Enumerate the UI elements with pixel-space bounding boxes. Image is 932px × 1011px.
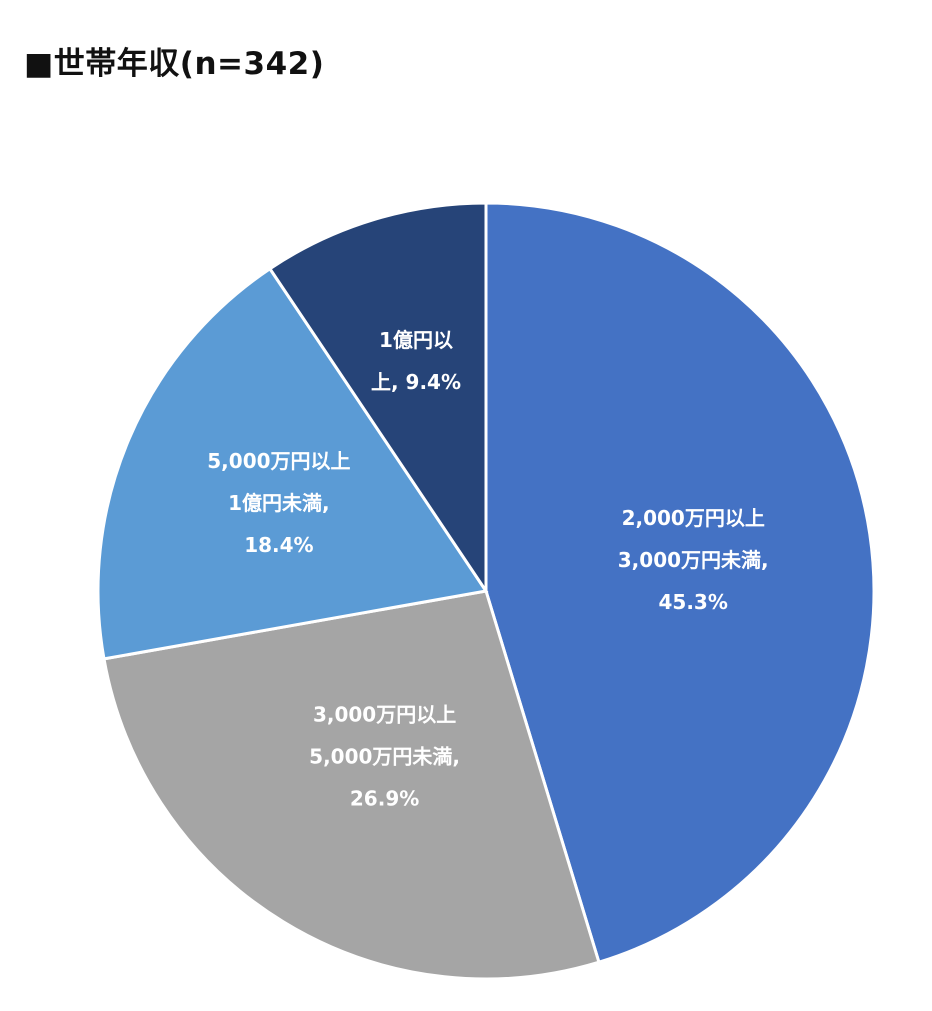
pie-slice — [102, 589, 601, 981]
chart-title: ■世帯年収(n=342) — [24, 46, 325, 82]
slice-label-line: 3,000万円未満, — [618, 548, 769, 572]
slice-label-line: 45.3% — [659, 590, 728, 614]
slice-label: 5,000万円以上 1億円未満, 18.4% — [207, 449, 350, 557]
slice-label-line: 5,000万円以上 — [207, 449, 350, 473]
slice-label-line: 5,000万円未満, — [309, 744, 460, 768]
pie-slice — [96, 266, 489, 661]
slice-label: 1億円以上, 9.4% — [371, 328, 461, 394]
pie-slice — [484, 201, 876, 965]
pie-slice — [267, 201, 488, 596]
slice-label: 2,000万円以上 3,000万円未満, 45.3% — [618, 506, 769, 614]
pie-slices — [96, 201, 876, 981]
pie-labels: 2,000万円以上 3,000万円未満, 45.3% 3,000万円以上 5,000万円… — [207, 328, 768, 811]
slice-label-line: 2,000万円以上 — [622, 506, 765, 530]
slice-label-line: 18.4% — [244, 533, 313, 557]
slice-label-line: 上, 9.4% — [371, 370, 461, 394]
slice-label-line: 1億円未満, — [228, 491, 330, 515]
slice-label-line: 3,000万円以上 — [313, 702, 456, 726]
slice-label-line: 26.9% — [350, 786, 419, 810]
slice-label: 3,000万円以上 5,000万円未満, 26.9% — [309, 702, 460, 810]
slice-label-line: 1億円以 — [379, 328, 453, 352]
